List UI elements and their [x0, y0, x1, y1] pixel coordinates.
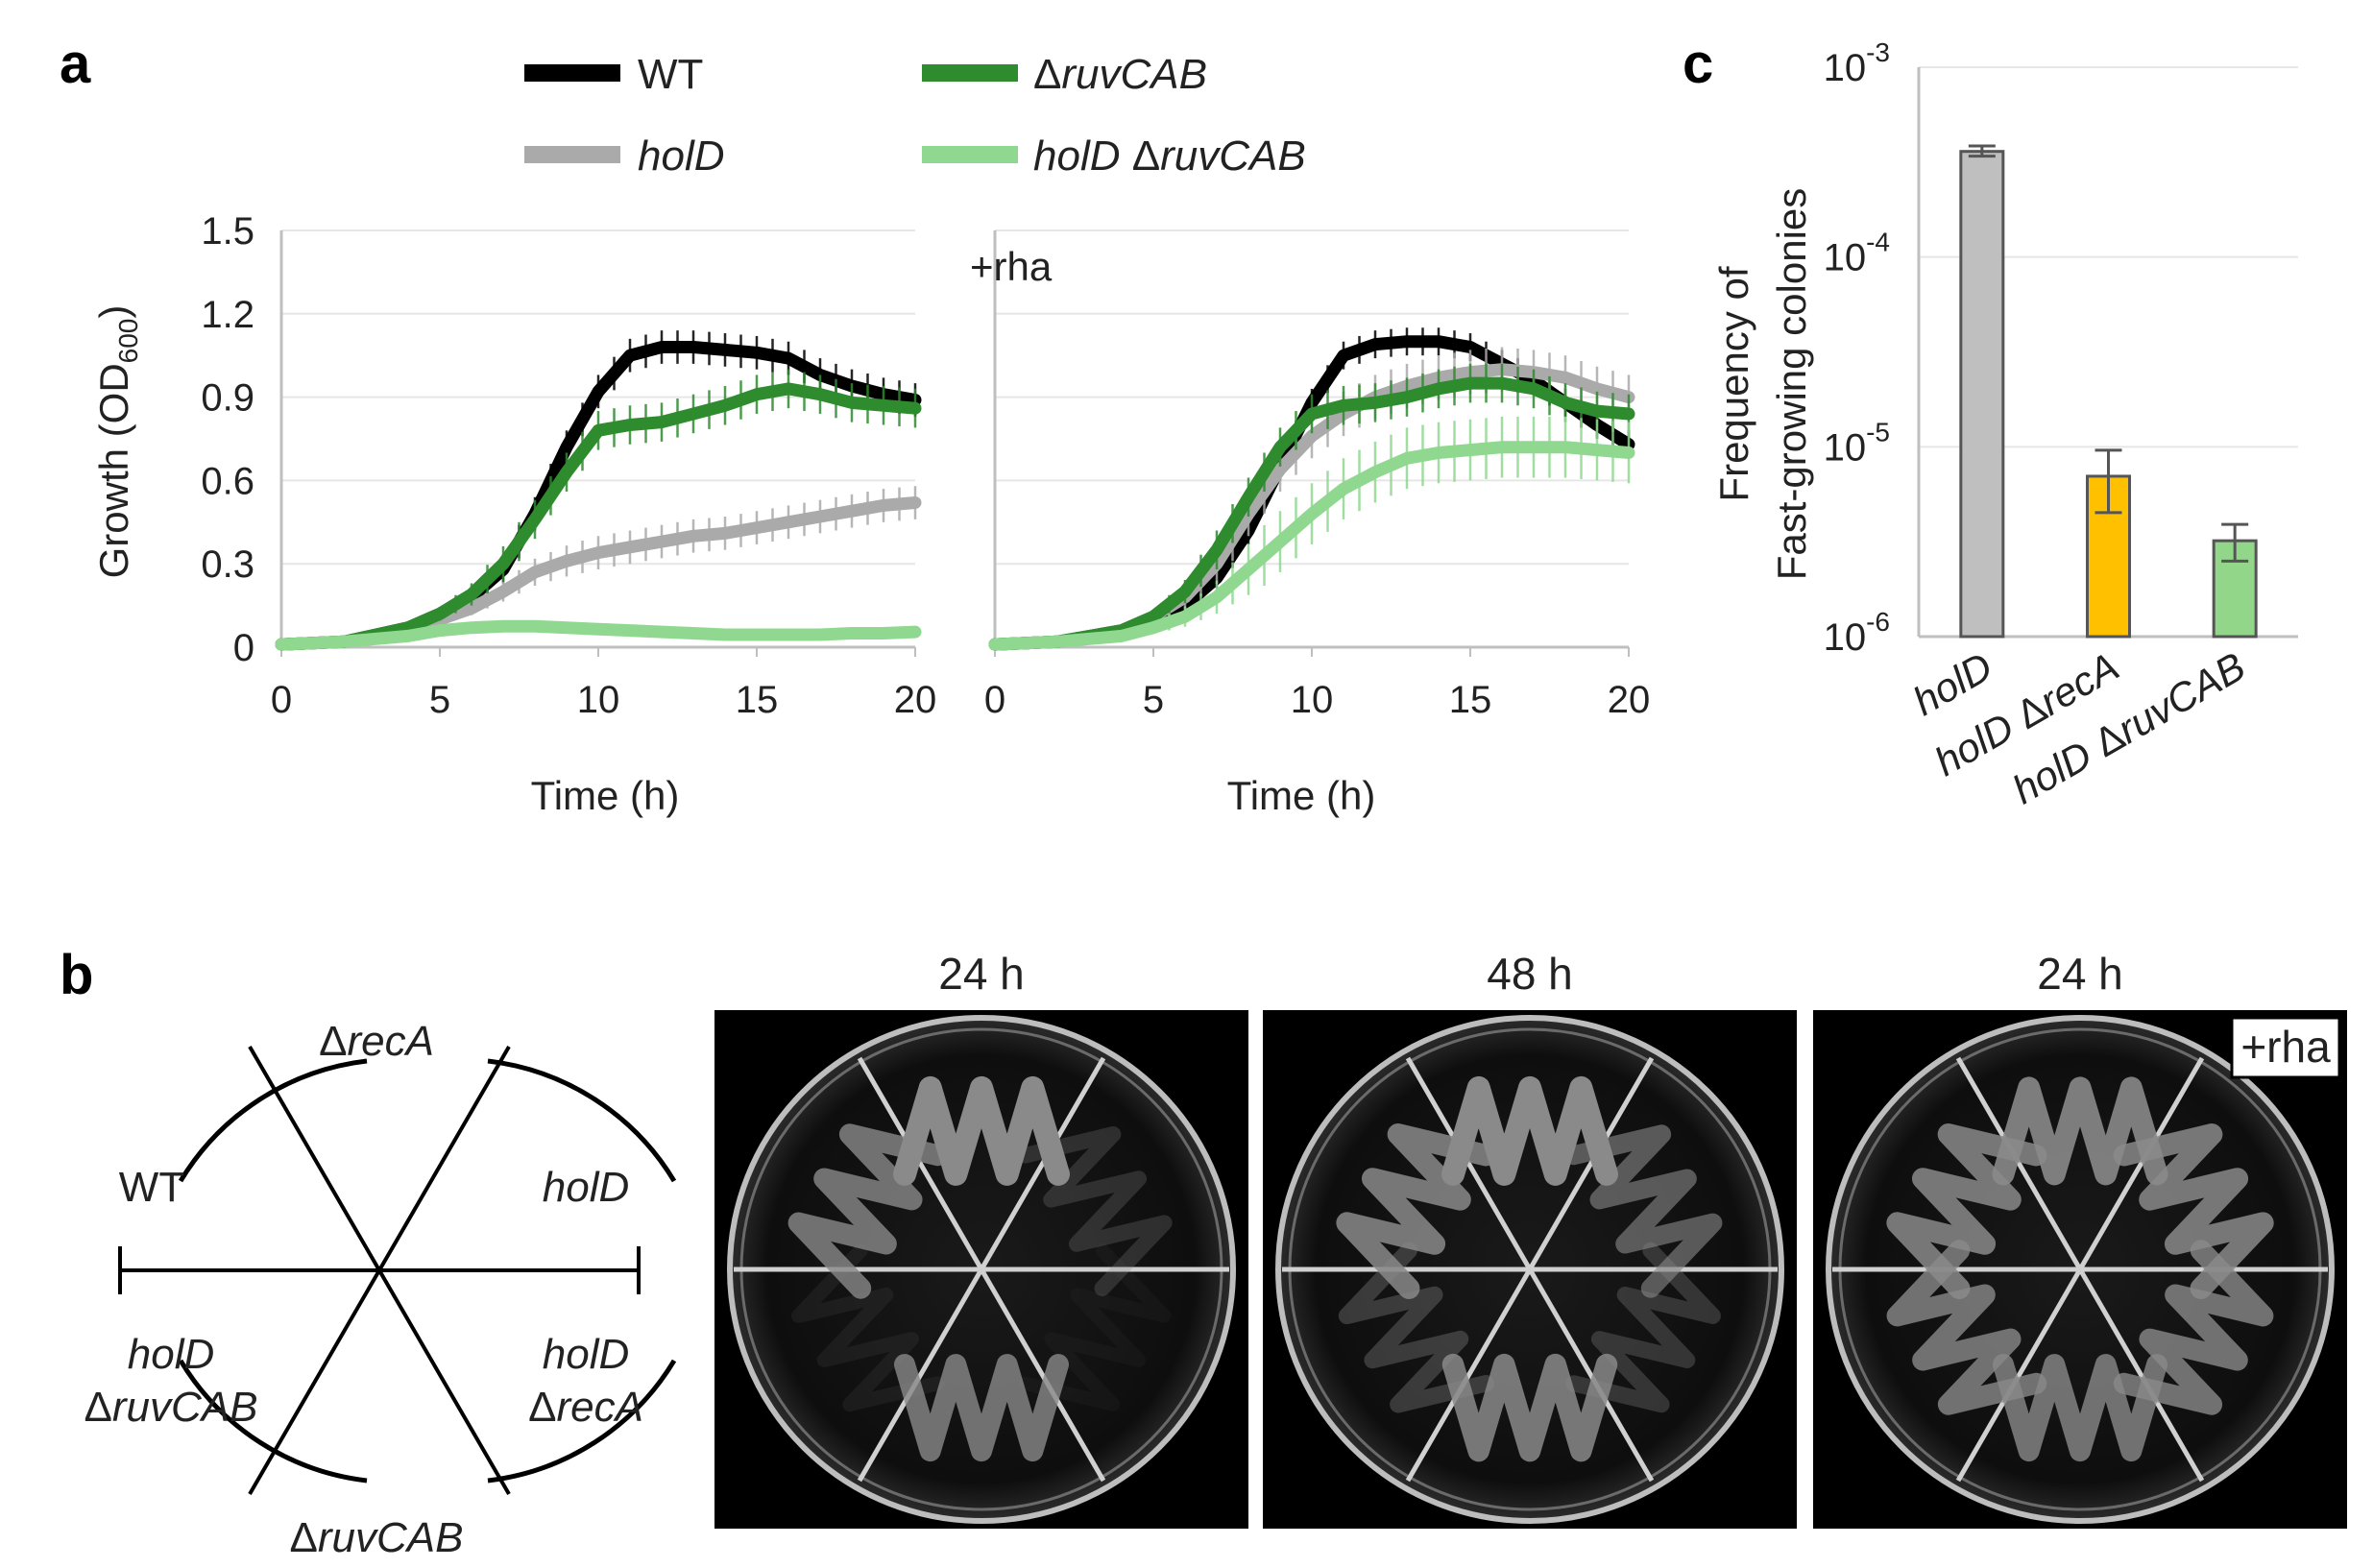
plate-divider	[857, 1056, 1106, 1483]
y-tick-label: 0	[233, 627, 254, 669]
panel-label-b: b	[60, 944, 93, 1006]
x-tick-label: 10	[577, 679, 620, 721]
colony-streak	[1563, 1124, 1723, 1298]
y-tick-label: 0.3	[201, 543, 254, 586]
plate-divider	[1405, 1056, 1655, 1483]
colony-streak	[1886, 1123, 2047, 1299]
colony-streak	[2113, 1123, 2274, 1299]
x-tick-label: 0	[984, 679, 1005, 721]
diagram-label-top: ΔrecA	[319, 1018, 434, 1065]
diagram-label-lower-left-line2: ΔruvCAB	[85, 1384, 258, 1431]
plate-title: 24 h	[2037, 949, 2123, 999]
bar-1	[1959, 150, 2005, 639]
series-hold-ruvcab	[988, 416, 1635, 651]
series-hold	[275, 486, 922, 651]
diagram-label-lower-left-line1: holD	[128, 1331, 215, 1378]
plate-title: 48 h	[1487, 949, 1573, 999]
colony-streak	[1338, 1242, 1494, 1413]
series-line-ruvcab	[275, 382, 922, 651]
y-axis-label: Growth (OD600)	[91, 305, 143, 579]
x-tick-label: 10	[1291, 679, 1334, 721]
plate-layout-diagram: ΔrecA WT holD holD ΔruvCAB holD ΔrecA Δr…	[85, 1018, 677, 1561]
x-tick-label: 5	[1143, 679, 1164, 721]
series-line-ruvcab	[988, 376, 1635, 651]
plate-divider	[1955, 1056, 2205, 1483]
colony-streak	[1992, 1076, 2168, 1186]
series-line-hold-ruvcab	[275, 619, 922, 651]
y-tick-label: 10-5	[1824, 417, 1890, 469]
legend-label-hold-ruvcab: holD ΔruvCAB	[1033, 133, 1306, 180]
y-tick-label: 10-4	[1824, 228, 1890, 279]
colony-streak	[1993, 1354, 2167, 1462]
diagram-arc-lower-left	[178, 1359, 368, 1484]
colony-streak	[1017, 1126, 1173, 1296]
chart-title-rha: +rha	[970, 244, 1053, 289]
diagram-arc-upper-left	[178, 1058, 368, 1183]
colony-streak	[1018, 1243, 1172, 1411]
colony-streak	[1441, 1353, 1618, 1462]
series-hold-ruvcab	[275, 619, 922, 651]
y-tick-label: 0.6	[201, 460, 254, 502]
diagram-arc-lower-right	[487, 1359, 677, 1484]
legend-label-ruvcab: ΔruvCAB	[1033, 51, 1207, 98]
x-tick-label: 15	[736, 679, 779, 721]
x-tick-label: 15	[1449, 679, 1492, 721]
y-tick-label: 10-3	[1824, 37, 1890, 89]
diagram-label-upper-left: WT	[119, 1164, 184, 1211]
legend-label-hold: holD	[638, 133, 725, 180]
legend: WT holD ΔruvCAB holD ΔruvCAB	[524, 51, 1306, 180]
y-tick-label: 1.2	[201, 294, 254, 336]
colony-streak	[894, 1354, 1069, 1462]
plate-photo-2: 48 h	[1263, 949, 1797, 1529]
x-tick-label: 20	[1608, 679, 1651, 721]
x-tick-label: 20	[894, 679, 937, 721]
bar-y-label-line1: Frequency of	[1711, 266, 1756, 501]
x-tick-label: 5	[429, 679, 450, 721]
panel-label-a: a	[60, 33, 91, 95]
colony-streak	[893, 1075, 1070, 1186]
diagram-label-lower-right-line1: holD	[543, 1331, 630, 1378]
growth-chart-right-rha: 0 5 10 15 20 +rha Time (h)	[970, 229, 1651, 818]
y-tick-label: 1.5	[201, 210, 254, 253]
x-axis-label-right: Time (h)	[1227, 773, 1376, 818]
rha-badge-label: +rha	[2240, 1022, 2331, 1072]
diagram-divider-diag-2	[248, 1045, 511, 1496]
series-ruvcab	[275, 369, 922, 651]
diagram-label-lower-right-line2: ΔrecA	[528, 1384, 643, 1431]
colony-streak	[791, 1242, 945, 1412]
colony-streak	[1565, 1242, 1721, 1413]
plate-photos: 24 h 48 h 24 h +rha	[714, 949, 2347, 1529]
legend-label-wt: WT	[638, 51, 703, 98]
x-tick-label: 0	[271, 679, 292, 721]
colony-streak	[2113, 1240, 2274, 1415]
growth-chart-left: 0 0.3 0.6 0.9 1.2 1.5 0 5 10 15 20 Time (h) Growt…	[91, 210, 936, 818]
y-tick-label: 0.9	[201, 377, 254, 420]
colony-streak	[1886, 1240, 2047, 1415]
x-axis-label-left: Time (h)	[531, 773, 680, 818]
series-line-hold-ruvcab	[988, 441, 1635, 651]
colony-streak	[1441, 1075, 1618, 1186]
bar-y-label-line2: Fast-growing colonies	[1769, 188, 1814, 581]
rha-badge-box	[2230, 1016, 2341, 1079]
plate-title: 24 h	[938, 949, 1025, 999]
y-tick-label: 10-6	[1824, 607, 1890, 659]
panel-label-c: c	[1683, 33, 1713, 95]
diagram-label-bottom: ΔruvCAB	[290, 1514, 464, 1561]
plate-photo-3: 24 h +rha	[1813, 949, 2347, 1529]
colony-streak	[787, 1123, 949, 1299]
plate-photo-1: 24 h	[714, 949, 1248, 1529]
diagram-arc-upper-right	[487, 1058, 677, 1183]
diagram-label-upper-right: holD	[543, 1164, 630, 1211]
colony-streak	[1336, 1123, 1497, 1299]
